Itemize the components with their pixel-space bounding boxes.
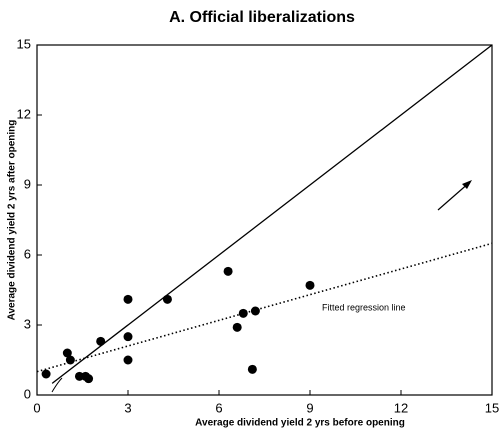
point — [84, 374, 94, 384]
y-tick-label: 3 — [24, 316, 31, 331]
x-tick-label: 12 — [394, 400, 408, 415]
x-tick-label: 3 — [124, 400, 131, 415]
point — [305, 280, 315, 290]
annotation: Fitted regression line — [322, 302, 406, 312]
point — [123, 294, 133, 304]
x-tick-label: 9 — [306, 400, 313, 415]
curve-mark — [51, 377, 63, 393]
point — [238, 308, 248, 318]
point — [123, 332, 133, 342]
y-tick-label: 12 — [17, 106, 31, 121]
x-tick-label: 0 — [33, 400, 40, 415]
point — [41, 369, 51, 379]
reference-line — [51, 44, 493, 384]
y-tick-label: 15 — [17, 36, 31, 51]
plot-frame — [36, 44, 493, 396]
point — [62, 348, 72, 358]
annotation-arrow — [437, 181, 471, 211]
point — [232, 322, 242, 332]
point — [96, 336, 106, 346]
chart-title: A. Official liberalizations — [169, 9, 355, 26]
point — [123, 355, 133, 365]
arrow-head — [462, 180, 472, 189]
y-axis-label: Average dividend yield 2 yrs after openi… — [7, 120, 18, 321]
point — [247, 364, 257, 374]
y-tick-label: 9 — [24, 176, 31, 191]
point — [162, 294, 172, 304]
y-tick-label: 6 — [24, 246, 31, 261]
y-tick-label: 0 — [24, 386, 31, 401]
point — [250, 306, 260, 316]
x-tick-label: 15 — [485, 400, 499, 415]
reference-line — [36, 242, 493, 373]
point — [223, 266, 233, 276]
x-axis-label: Average dividend yield 2 yrs before open… — [195, 418, 405, 429]
point — [65, 355, 75, 365]
x-tick-label: 6 — [215, 400, 222, 415]
